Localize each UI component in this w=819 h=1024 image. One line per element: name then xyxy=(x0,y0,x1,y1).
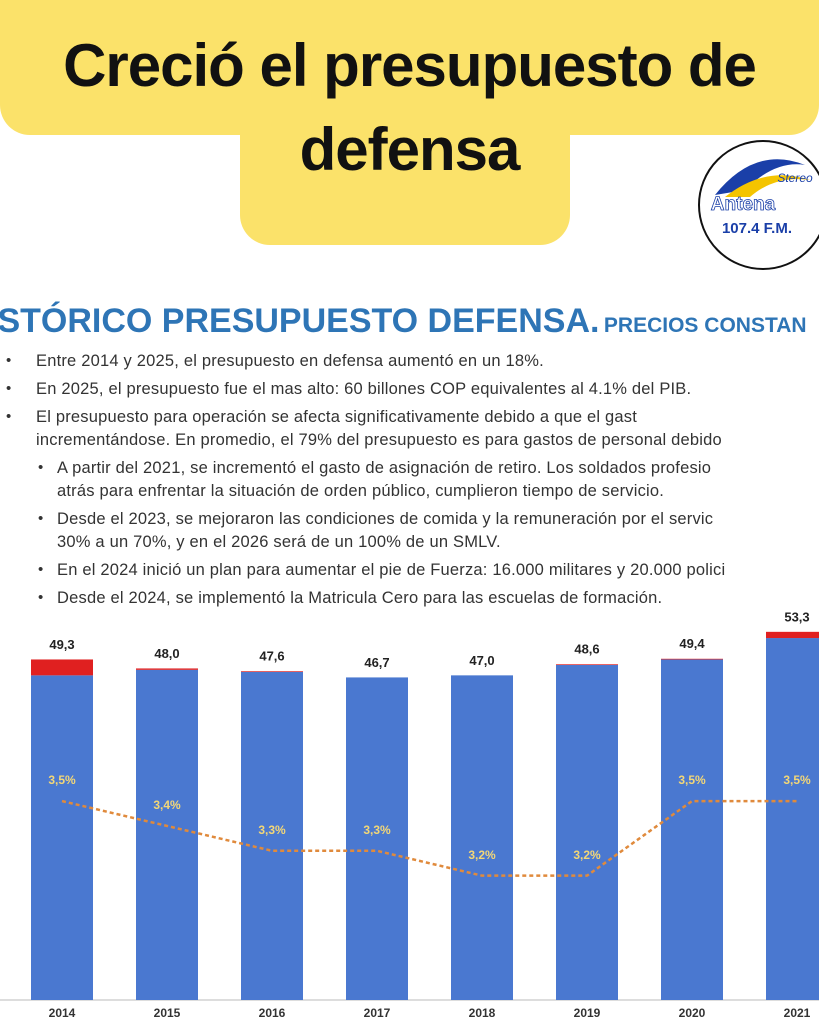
bar-segment xyxy=(661,659,723,1000)
bar-total-label: 53,3 xyxy=(784,610,809,624)
trend-line xyxy=(61,799,797,877)
bullet-text: Entre 2014 y 2025, el presupuesto en def… xyxy=(36,352,544,370)
bar-segment xyxy=(31,675,93,1000)
line-value-label: 3,3% xyxy=(258,823,286,837)
line-value-label: 3,4% xyxy=(153,798,181,812)
bar-segment xyxy=(556,664,618,1000)
bar-segment xyxy=(766,638,819,1000)
bullet-text: El presupuesto para operación se afecta … xyxy=(36,408,638,426)
x-tick-label: 2016 xyxy=(259,1006,286,1020)
bar-segment xyxy=(241,671,303,1000)
bar-total-label: 49,4 xyxy=(679,636,705,651)
x-tick-label: 2021 xyxy=(784,1006,811,1020)
line-value-label: 3,5% xyxy=(48,773,76,787)
header-bg xyxy=(240,100,570,245)
x-tick-label: 2017 xyxy=(364,1006,391,1020)
bullet: • xyxy=(38,561,44,578)
x-tick-label: 2018 xyxy=(469,1006,496,1020)
x-tick-label: 2014 xyxy=(49,1006,76,1020)
title: Creció el presupuesto de defensa xyxy=(0,24,819,194)
bullet: • xyxy=(38,510,44,527)
bar-segment xyxy=(556,664,618,665)
logo-swoosh xyxy=(725,175,810,197)
slide-title: ISTÓRICO PRESUPUESTO DEFENSA. PRECIOS CO… xyxy=(0,302,807,341)
bullet: • xyxy=(6,408,12,425)
bullet-text: 30% a un 70%, y en el 2026 será de un 10… xyxy=(57,533,501,551)
logo-ring xyxy=(698,140,819,270)
bullet: • xyxy=(6,380,12,397)
title-text: Creció el presupuesto de defensa xyxy=(63,32,757,183)
logo-swoosh xyxy=(715,159,805,195)
bullet-text: Desde el 2024, se implementó la Matricul… xyxy=(57,589,663,607)
line-value-label: 3,5% xyxy=(783,773,811,787)
bar-segment xyxy=(241,671,303,672)
bar-segment xyxy=(766,631,819,639)
bar-total-label: 48,0 xyxy=(154,646,179,661)
logo-tag: Stereo xyxy=(777,171,813,185)
x-tick-label: 2019 xyxy=(574,1006,601,1020)
bar-total-label: 47,6 xyxy=(259,649,284,664)
line-value-label: 3,5% xyxy=(678,773,706,787)
x-tick-label: 2015 xyxy=(154,1006,181,1020)
bar-segment xyxy=(346,677,408,1000)
bullet-text: En 2025, el presupuesto fue el mas alto:… xyxy=(36,380,692,398)
logo-frequency: 107.4 F.M. xyxy=(722,220,792,237)
line-value-label: 3,2% xyxy=(573,848,601,862)
logo-name: Antena xyxy=(711,194,776,215)
chart: 49,3 2014 48,0 2015 47,6 2016 46,7 2017 47,0 2018… xyxy=(0,610,819,1020)
bullet: • xyxy=(38,589,44,606)
slide-subtitle: PRECIOS CONSTAN xyxy=(603,314,807,337)
bullet-text: A partir del 2021, se incrementó el gast… xyxy=(57,459,712,477)
bar-total-label: 47,0 xyxy=(469,653,494,668)
bar-segment xyxy=(661,658,723,660)
bar-total-label: 49,3 xyxy=(49,637,74,652)
slide-title-text: ISTÓRICO PRESUPUESTO DEFENSA. xyxy=(0,302,600,340)
bullet-text: atrás para enfrentar la situación de ord… xyxy=(57,482,665,500)
bar-segment xyxy=(31,659,93,676)
bar-segment xyxy=(451,675,513,1000)
logo: Antena Stereo 107.4 F.M. xyxy=(698,140,819,270)
line-value-label: 3,2% xyxy=(468,848,496,862)
bar-segment xyxy=(136,668,198,670)
bullet: • xyxy=(6,352,12,369)
bar-segment xyxy=(136,669,198,1000)
bar-total-label: 48,6 xyxy=(574,642,599,657)
bullet: • xyxy=(38,459,44,476)
x-tick-label: 2020 xyxy=(679,1006,706,1020)
bar-total-label: 46,7 xyxy=(364,655,389,670)
bullet-text: En el 2024 inició un plan para aumentar … xyxy=(57,561,726,579)
bullet-text: Desde el 2023, se mejoraron las condicio… xyxy=(57,510,714,528)
bullet-text: incrementándose. En promedio, el 79% del… xyxy=(36,431,722,449)
line-value-label: 3,3% xyxy=(363,823,391,837)
